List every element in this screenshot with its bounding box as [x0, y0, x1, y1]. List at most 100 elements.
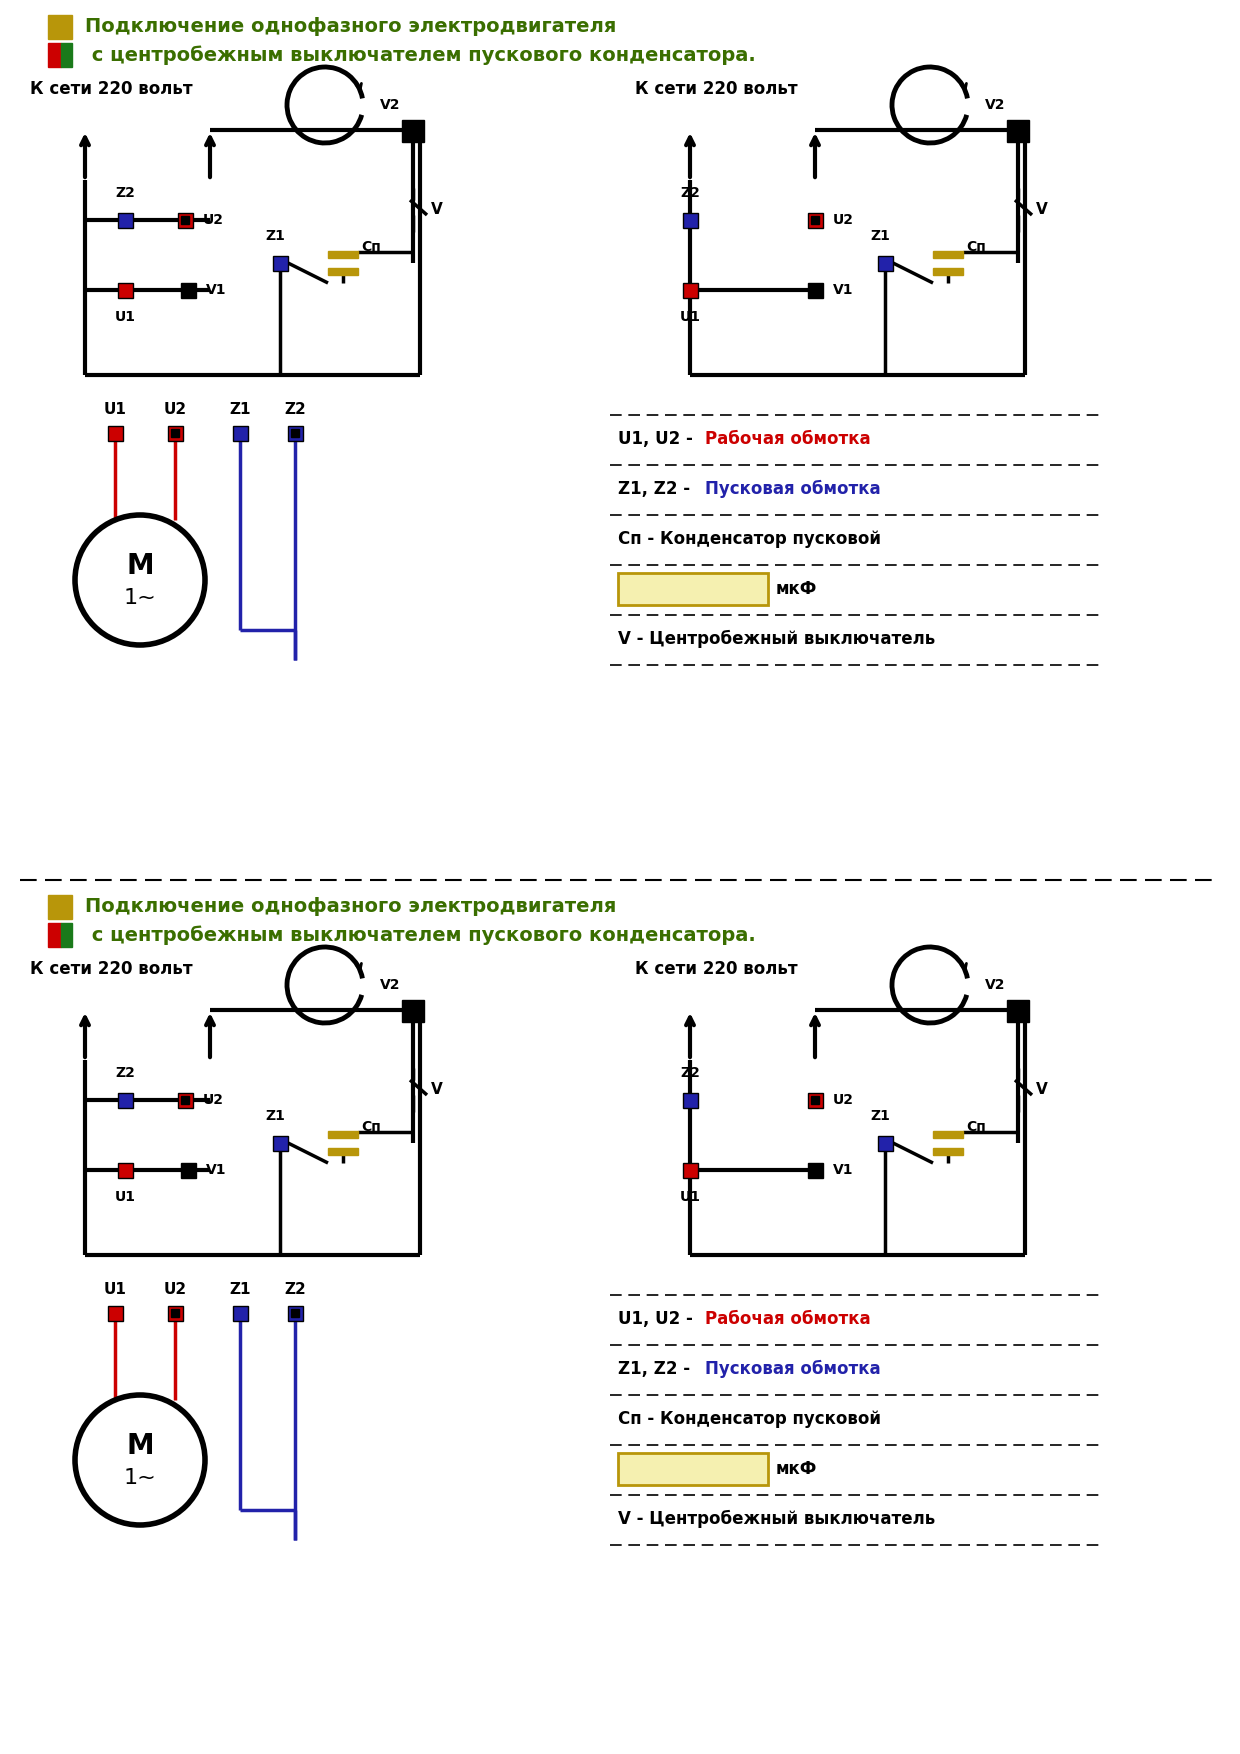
Bar	[329, 1149, 358, 1154]
Text: U1: U1	[680, 310, 701, 324]
Text: V: V	[432, 1082, 443, 1098]
Bar	[167, 1307, 184, 1321]
Text: V2: V2	[985, 98, 1006, 112]
Bar	[683, 212, 698, 228]
Text: V2: V2	[379, 979, 401, 993]
Text: Cп: Cп	[361, 1121, 381, 1135]
Text: M: M	[126, 1431, 154, 1459]
Bar	[233, 1307, 248, 1321]
Text: мкФ: мкФ	[776, 581, 817, 598]
Bar	[108, 426, 123, 440]
Bar	[808, 1163, 823, 1179]
Text: V1: V1	[206, 282, 227, 296]
Bar	[683, 1163, 698, 1179]
Bar	[878, 256, 893, 272]
Text: Z1, Z2 -: Z1, Z2 -	[618, 481, 696, 498]
Text: V2: V2	[985, 979, 1006, 993]
Text: U1: U1	[104, 402, 126, 417]
Text: V: V	[1035, 1082, 1048, 1098]
Bar	[1007, 1000, 1029, 1023]
Bar	[118, 282, 133, 298]
Bar	[288, 426, 303, 440]
Text: Пусковая обмотка: Пусковая обмотка	[706, 481, 880, 498]
Bar	[1007, 119, 1029, 142]
Bar	[932, 268, 963, 275]
Text: Z1: Z1	[229, 1282, 250, 1296]
Bar	[181, 1163, 196, 1179]
Bar	[61, 923, 72, 947]
Text: Подключение однофазного электродвигателя: Подключение однофазного электродвигателя	[86, 18, 616, 37]
Text: с центробежным выключателем пускового конденсатора.: с центробежным выключателем пускового ко…	[86, 924, 755, 945]
Text: Cп: Cп	[966, 1121, 986, 1135]
Text: Z1: Z1	[265, 1109, 285, 1123]
Bar	[808, 1093, 823, 1109]
Bar	[402, 119, 424, 142]
Text: V - Центробежный выключатель: V - Центробежный выключатель	[618, 630, 935, 649]
Bar	[118, 1163, 133, 1179]
Bar	[811, 1096, 818, 1103]
Bar	[167, 426, 184, 440]
Text: К сети 220 вольт: К сети 220 вольт	[30, 959, 192, 979]
Text: с центробежным выключателем пускового конденсатора.: с центробежным выключателем пускового ко…	[86, 46, 755, 65]
Text: К сети 220 вольт: К сети 220 вольт	[30, 81, 192, 98]
Text: U2: U2	[203, 212, 224, 226]
Bar	[329, 251, 358, 258]
Bar	[48, 16, 72, 39]
Bar	[291, 430, 299, 437]
Text: Z2: Z2	[284, 402, 306, 417]
Text: V2: V2	[379, 98, 401, 112]
Bar	[932, 1131, 963, 1138]
Bar	[878, 1137, 893, 1151]
Bar	[179, 212, 193, 228]
Bar	[291, 1308, 299, 1317]
Text: Z1: Z1	[870, 230, 890, 244]
Text: Пусковая обмотка: Пусковая обмотка	[706, 1359, 880, 1379]
Bar	[233, 426, 248, 440]
Bar	[171, 430, 179, 437]
Bar	[273, 1137, 288, 1151]
Text: U1: U1	[680, 1189, 701, 1203]
Bar	[48, 44, 61, 67]
Bar	[618, 574, 768, 605]
Bar	[932, 251, 963, 258]
Bar	[329, 1131, 358, 1138]
Text: U1: U1	[114, 310, 135, 324]
Text: V1: V1	[833, 1163, 853, 1177]
Text: Cп - Конденсатор пусковой: Cп - Конденсатор пусковой	[618, 1410, 880, 1428]
Text: Z2: Z2	[115, 186, 135, 200]
Text: M: M	[126, 553, 154, 581]
Text: U1, U2 -: U1, U2 -	[618, 1310, 698, 1328]
Text: Z1: Z1	[265, 230, 285, 244]
Text: V1: V1	[833, 282, 853, 296]
Text: Cп: Cп	[361, 240, 381, 254]
Bar	[108, 1307, 123, 1321]
Bar	[61, 44, 72, 67]
Text: V1: V1	[206, 1163, 227, 1177]
Text: Z1: Z1	[229, 402, 250, 417]
Text: U2: U2	[203, 1093, 224, 1107]
Text: U2: U2	[164, 402, 186, 417]
Text: Z2: Z2	[680, 186, 699, 200]
Bar	[181, 1096, 188, 1103]
Bar	[329, 268, 358, 275]
Text: U1: U1	[104, 1282, 126, 1296]
Text: К сети 220 вольт: К сети 220 вольт	[635, 959, 797, 979]
Text: Подключение однофазного электродвигателя: Подключение однофазного электродвигателя	[86, 898, 616, 917]
Text: V: V	[432, 202, 443, 217]
Text: 1~: 1~	[124, 1468, 156, 1487]
Text: U1: U1	[114, 1189, 135, 1203]
Bar	[402, 1000, 424, 1023]
Text: U1, U2 -: U1, U2 -	[618, 430, 698, 447]
Text: 1~: 1~	[124, 588, 156, 609]
Bar	[683, 1093, 698, 1109]
Bar	[618, 1452, 768, 1486]
Text: Cп - Конденсатор пусковой: Cп - Конденсатор пусковой	[618, 530, 880, 547]
Bar	[273, 256, 288, 272]
Text: мкФ: мкФ	[776, 1459, 817, 1479]
Bar	[171, 1308, 179, 1317]
Text: Z1: Z1	[870, 1109, 890, 1123]
Bar	[288, 1307, 303, 1321]
Bar	[808, 212, 823, 228]
Bar	[808, 282, 823, 298]
Bar	[811, 216, 818, 225]
